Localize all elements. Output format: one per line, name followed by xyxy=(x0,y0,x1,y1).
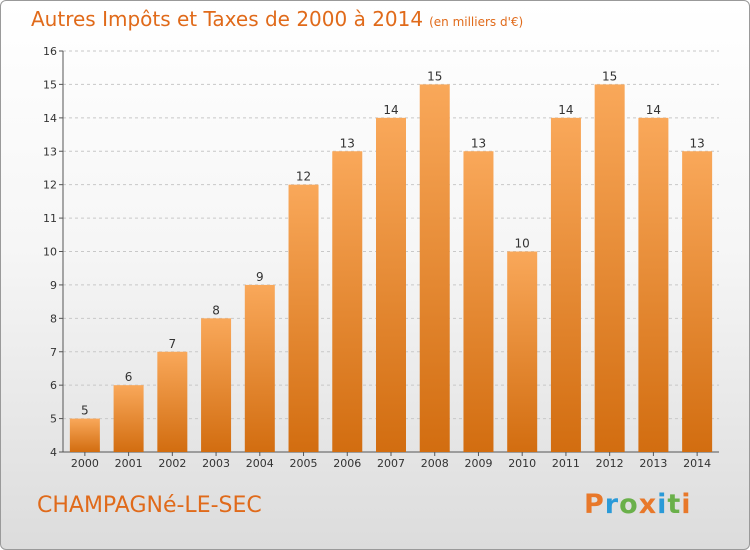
chart-title-main: Autres Impôts et Taxes de 2000 à 2014 xyxy=(31,7,424,31)
bar xyxy=(157,351,188,452)
data-label: 7 xyxy=(169,337,177,351)
bar xyxy=(244,284,275,452)
data-label: 15 xyxy=(427,69,442,83)
y-tick-label: 8 xyxy=(50,312,57,325)
x-tick-label: 2000 xyxy=(71,457,99,470)
y-tick-label: 5 xyxy=(50,413,57,426)
logo-letter: i xyxy=(681,489,692,520)
bar xyxy=(201,318,232,452)
y-tick-label: 7 xyxy=(50,346,57,359)
bar xyxy=(594,84,625,453)
x-tick-label: 2005 xyxy=(290,457,318,470)
logo-letter: t xyxy=(667,489,682,520)
data-label: 13 xyxy=(340,136,355,150)
x-tick-label: 2002 xyxy=(158,457,186,470)
logo-letter: x xyxy=(638,489,658,520)
y-tick-label: 15 xyxy=(43,78,57,91)
data-label: 8 xyxy=(212,303,220,317)
bar xyxy=(419,84,450,453)
y-tick-label: 13 xyxy=(43,145,57,158)
logo-letter: o xyxy=(619,489,639,520)
y-tick-label: 12 xyxy=(43,179,57,192)
y-tick-label: 6 xyxy=(50,379,57,392)
x-tick-label: 2007 xyxy=(377,457,405,470)
y-tick-label: 9 xyxy=(50,279,57,292)
bar xyxy=(507,251,538,452)
x-tick-label: 2014 xyxy=(683,457,711,470)
data-label: 15 xyxy=(602,69,617,83)
bar xyxy=(288,184,319,452)
data-label: 10 xyxy=(515,237,530,251)
bar xyxy=(376,117,406,452)
data-label: 6 xyxy=(125,370,133,384)
y-tick-label: 14 xyxy=(43,112,57,125)
x-tick-label: 2008 xyxy=(421,457,449,470)
x-tick-label: 2003 xyxy=(202,457,230,470)
x-tick-label: 2010 xyxy=(508,457,536,470)
logo-letter: i xyxy=(657,489,668,520)
bar xyxy=(682,151,713,452)
proxiti-logo: Proxiti xyxy=(584,489,692,520)
data-label: 14 xyxy=(383,103,398,117)
commune-name: CHAMPAGNé-LE-SEC xyxy=(37,493,262,518)
x-tick-label: 2011 xyxy=(552,457,580,470)
y-tick-label: 16 xyxy=(43,45,57,58)
y-tick-label: 4 xyxy=(50,446,57,459)
data-label: 14 xyxy=(646,103,661,117)
x-tick-label: 2013 xyxy=(639,457,667,470)
data-label: 9 xyxy=(256,270,264,284)
x-tick-label: 2012 xyxy=(596,457,624,470)
x-tick-label: 2009 xyxy=(464,457,492,470)
logo-letter: r xyxy=(604,489,620,520)
x-tick-label: 2001 xyxy=(115,457,143,470)
x-tick-label: 2004 xyxy=(246,457,274,470)
bar xyxy=(332,151,363,452)
bar xyxy=(113,385,144,452)
bar xyxy=(638,117,669,452)
data-label: 13 xyxy=(689,136,704,150)
chart-unit-note: (en milliers d'€) xyxy=(429,15,524,29)
y-tick-label: 10 xyxy=(43,246,57,259)
y-tick-label: 11 xyxy=(43,212,57,225)
data-label: 14 xyxy=(558,103,573,117)
data-label: 12 xyxy=(296,170,311,184)
logo-letter: P xyxy=(584,489,605,520)
data-label: 13 xyxy=(471,136,486,150)
x-tick-label: 2006 xyxy=(333,457,361,470)
bar xyxy=(550,117,581,452)
bar xyxy=(463,151,494,452)
bar xyxy=(69,418,100,452)
chart-title: Autres Impôts et Taxes de 2000 à 2014 (en… xyxy=(31,7,523,31)
data-label: 5 xyxy=(81,404,89,418)
